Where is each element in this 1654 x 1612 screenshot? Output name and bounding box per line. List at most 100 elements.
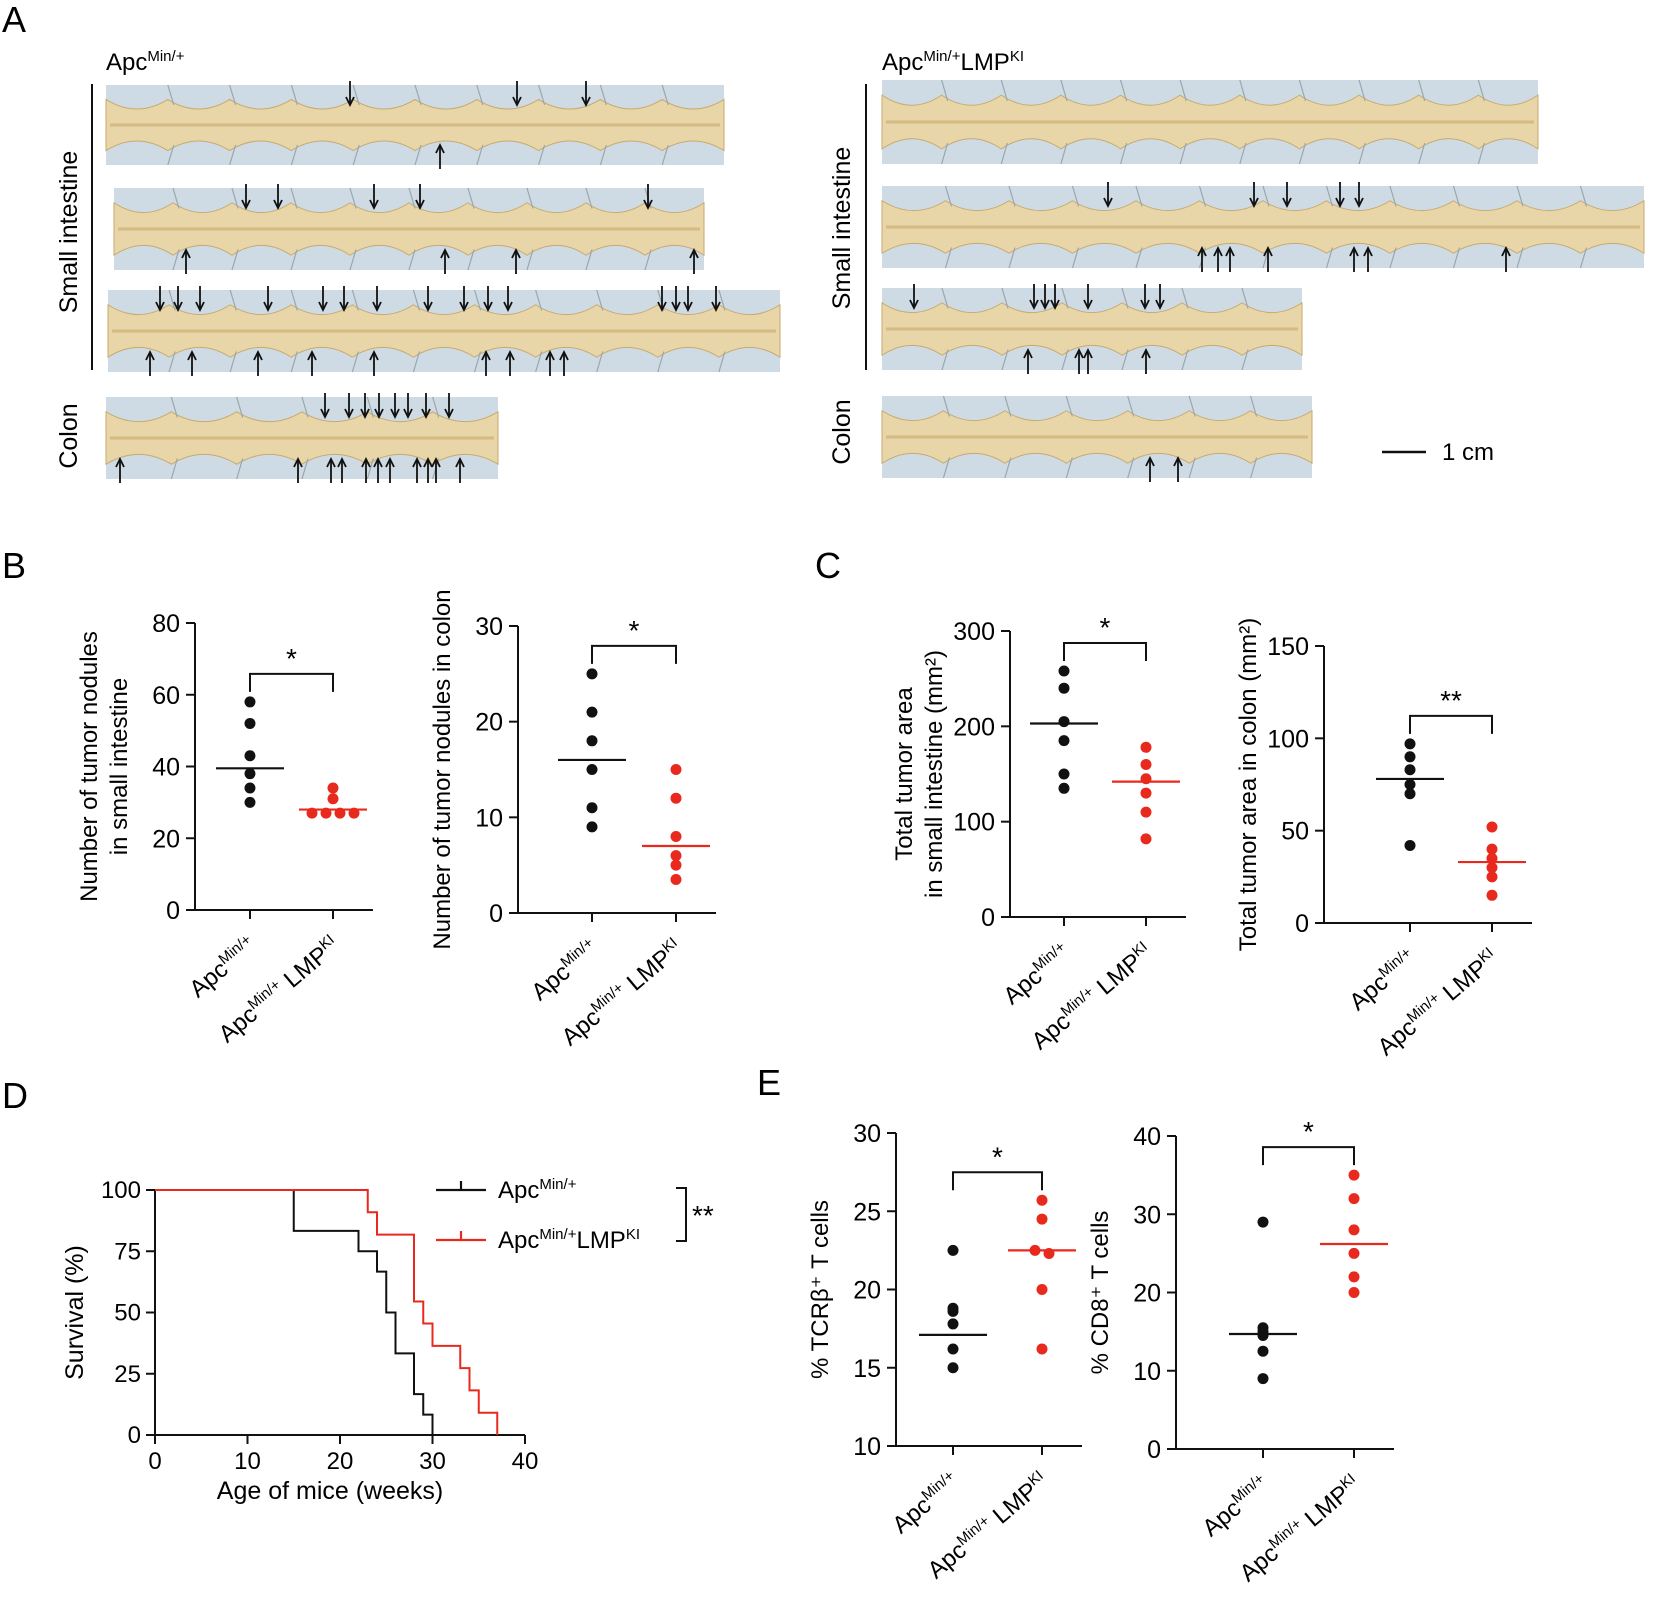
pin-line <box>231 187 239 209</box>
arrow-head <box>1023 347 1033 359</box>
y-tick-label: 100 <box>101 1177 141 1204</box>
arrow-head <box>145 349 155 361</box>
tumor-arrow <box>1145 455 1155 482</box>
lmp-point <box>1348 1247 1360 1259</box>
pin-line <box>1358 142 1366 165</box>
legend-entry-ctrl: ApcMin/+ <box>436 1176 577 1204</box>
scale-bar-label: 1 cm <box>1442 439 1494 466</box>
intestine-strip <box>105 393 499 483</box>
pin-line <box>1061 287 1069 309</box>
pin-line <box>644 249 652 271</box>
pin-line <box>1389 185 1397 207</box>
pin-line <box>526 249 534 271</box>
pin-line <box>944 247 953 269</box>
ctrl-point <box>1058 768 1070 780</box>
pin-line <box>1516 247 1524 269</box>
arrow-head <box>181 247 191 259</box>
pin-line <box>408 249 416 271</box>
tumor-arrow <box>581 81 591 108</box>
lmp-point <box>1348 1193 1360 1205</box>
group-sup: Min/+ <box>1029 938 1069 975</box>
pin-line <box>1119 79 1128 102</box>
tumor-arrow <box>1282 182 1292 209</box>
y-tick-label: 50 <box>114 1300 141 1327</box>
pin-line <box>1239 142 1247 165</box>
tumor-arrow <box>1173 455 1183 482</box>
tumor-arrow <box>481 349 491 376</box>
tumor-arrow <box>421 393 431 420</box>
pin-line <box>1418 79 1426 102</box>
y-tick-label: 0 <box>1147 1436 1161 1464</box>
arrow-head <box>360 408 370 420</box>
tumor-arrow <box>374 393 384 420</box>
y-tick-label: 100 <box>953 809 995 837</box>
ctrl-point <box>947 1244 959 1256</box>
group-base: Apc <box>498 1177 539 1204</box>
pin-line <box>657 351 665 373</box>
arrow-head <box>1050 299 1060 311</box>
lmp-point <box>1140 833 1152 845</box>
arrow-head <box>339 301 349 313</box>
pin-line <box>718 351 726 373</box>
tumor-arrow <box>253 349 263 376</box>
y-tick-label: 20 <box>152 825 180 853</box>
intestine-strip <box>881 395 1313 482</box>
arrow-head <box>1040 299 1050 311</box>
lmp-point <box>670 850 682 862</box>
ctrl-point <box>1058 682 1070 694</box>
pin-line <box>301 458 309 480</box>
pin-line <box>229 84 237 106</box>
tumor-arrow <box>545 349 555 376</box>
pin-line <box>1358 79 1366 102</box>
arrow-head <box>344 408 354 420</box>
dot-plot-b2: 0 10 20 30 Number of tumor nodules in colon *… <box>429 589 716 1051</box>
tumor-arrow <box>1225 245 1235 272</box>
group-sup: Min/+ <box>539 1176 576 1193</box>
y-tick-label: 30 <box>1133 1201 1161 1229</box>
tumor-arrow <box>440 247 450 274</box>
pin-line <box>1119 142 1128 165</box>
significance-stars: * <box>992 1141 1003 1172</box>
tumor-arrow <box>1023 347 1033 374</box>
lmp-point <box>670 764 682 775</box>
arrow-head <box>155 301 165 313</box>
pin-line <box>1179 142 1187 165</box>
arrow-head <box>361 456 371 468</box>
y-tick-label: 40 <box>152 754 180 782</box>
group-sup: Min/+ <box>918 1467 958 1504</box>
pin-line <box>1135 247 1143 269</box>
tumor-arrow <box>1083 284 1093 311</box>
lmp-point <box>670 792 682 804</box>
pin-line <box>1579 185 1588 207</box>
ctrl-point <box>586 802 598 814</box>
significance-bracket <box>1409 714 1493 734</box>
significance-stars: * <box>1100 612 1111 643</box>
tumor-arrow <box>337 456 347 483</box>
tumor-arrow <box>263 286 273 313</box>
pin-line <box>408 187 416 209</box>
pin-line <box>231 249 239 271</box>
arrow-head <box>444 408 454 420</box>
pin-line <box>661 84 669 106</box>
tumor-arrow <box>373 456 383 483</box>
pin-line <box>1477 142 1485 165</box>
pin-line <box>229 351 237 373</box>
legend-significance-stars: ** <box>692 1200 714 1231</box>
tumor-arrow <box>435 142 445 169</box>
small-intestine-label-left: Small intestine <box>55 151 83 314</box>
pin-line <box>366 458 374 480</box>
arrow-head <box>369 349 379 361</box>
pin-line <box>942 395 951 417</box>
y-tick-label: 75 <box>114 1238 141 1265</box>
tumor-arrow <box>1249 182 1259 209</box>
tissue-photos <box>105 79 1645 483</box>
arrow-head <box>545 349 555 361</box>
tumor-arrow <box>344 393 354 420</box>
panel-label-b: B <box>2 545 26 586</box>
y-tick-label: 15 <box>853 1355 881 1383</box>
panel-label-d: D <box>2 1075 28 1116</box>
y-tick-label: 0 <box>981 904 995 932</box>
tumor-arrow <box>403 393 413 420</box>
ctrl-point <box>947 1362 959 1374</box>
x-tick-label: 30 <box>419 1448 446 1475</box>
